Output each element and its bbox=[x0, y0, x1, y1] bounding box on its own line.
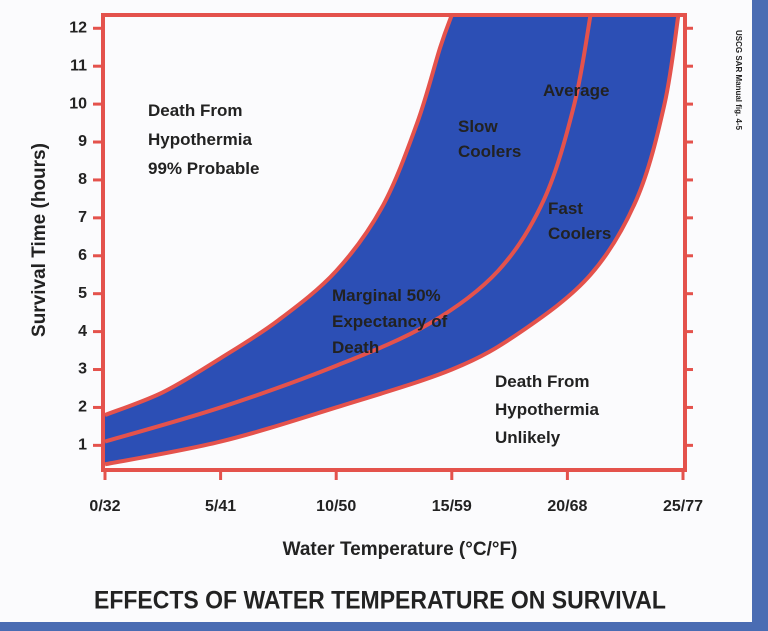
y-tick-label: 3 bbox=[78, 361, 87, 378]
series-line bbox=[104, 15, 681, 467]
series-label: Slow Coolers bbox=[458, 117, 521, 161]
x-tick-label: 0/32 bbox=[89, 498, 120, 515]
series-line bbox=[104, 15, 454, 417]
y-tick-label: 1 bbox=[78, 437, 87, 454]
x-tick-label: 10/50 bbox=[316, 498, 356, 515]
x-tick-label: 5/41 bbox=[205, 498, 236, 515]
y-tick-label: 12 bbox=[69, 19, 87, 36]
x-axis-label: Water Temperature (°C/°F) bbox=[283, 539, 518, 560]
chart-title: EFFECTS OF WATER TEMPERATURE ON SURVIVAL bbox=[94, 587, 666, 615]
x-tick-label: 25/77 bbox=[663, 498, 703, 515]
y-tick-label: 5 bbox=[78, 285, 87, 302]
y-tick-label: 10 bbox=[69, 95, 87, 112]
band-fill bbox=[105, 15, 679, 465]
source-note: USCG SAR Manual fig. 4-5 bbox=[734, 30, 743, 131]
annotation: Death From Hypothermia 99% Probable bbox=[148, 101, 260, 178]
y-tick-label: 4 bbox=[78, 323, 87, 340]
y-axis-label: Survival Time (hours) bbox=[29, 143, 50, 337]
x-tick-label: 20/68 bbox=[547, 498, 587, 515]
series-line bbox=[104, 15, 593, 444]
series-label: Fast Coolers bbox=[548, 199, 611, 243]
y-tick-label: 7 bbox=[78, 209, 87, 226]
y-tick-label: 9 bbox=[78, 133, 87, 150]
annotation: Marginal 50% Expectancy of Death bbox=[332, 286, 448, 357]
series-label: Average bbox=[543, 81, 609, 100]
y-tick-label: 8 bbox=[78, 171, 87, 188]
annotation: Death From Hypothermia Unlikely bbox=[495, 372, 599, 447]
y-tick-label: 11 bbox=[70, 57, 87, 74]
y-tick-label: 2 bbox=[78, 399, 87, 416]
y-tick-label: 6 bbox=[78, 247, 87, 264]
plot-frame bbox=[101, 13, 687, 472]
x-tick-label: 15/59 bbox=[432, 498, 472, 515]
